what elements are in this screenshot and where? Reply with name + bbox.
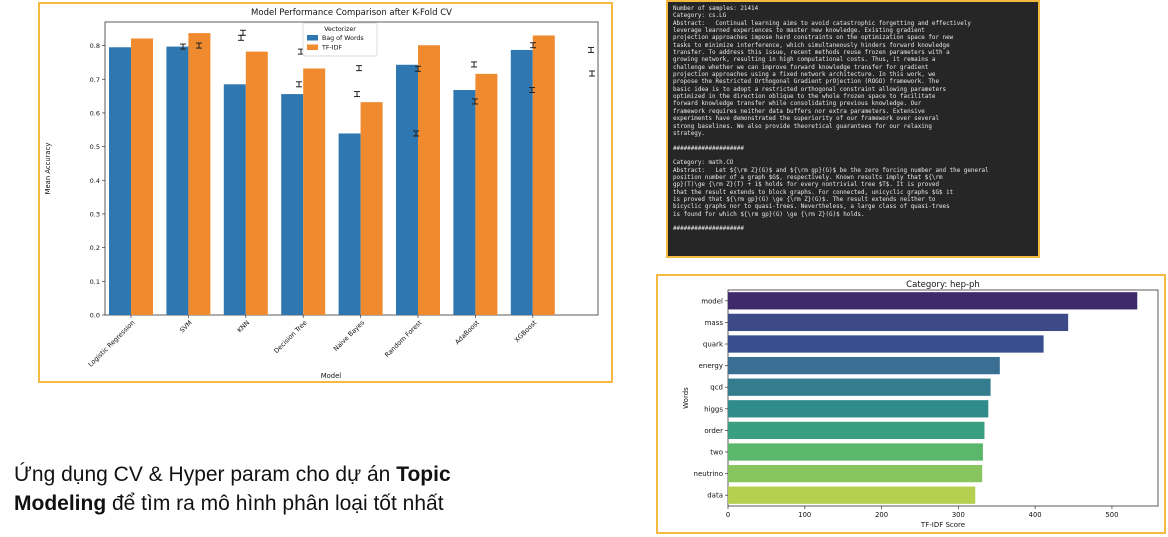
caption-line1-prefix: Ứng dụng CV & Hyper param cho dự án [14, 463, 397, 486]
word-bar [728, 292, 1138, 310]
word-label: data [707, 492, 723, 500]
x-tick-label: Random Forest [383, 318, 424, 359]
bar-tf-idf [475, 73, 498, 315]
word-label: qcd [710, 384, 723, 392]
bar-bag-of-words [223, 84, 246, 315]
legend-title: Vectorizer [324, 26, 356, 33]
hep-ph-word-chart-panel: Category: hep-ph model mass quark energy qcd h… [656, 274, 1166, 534]
y-tick-label: 0.6 [90, 109, 100, 117]
word-bar [728, 486, 976, 504]
legend-label: TF-IDF [321, 45, 342, 52]
bar-bag-of-words [109, 47, 131, 316]
y-axis-label: Mean Accuracy [44, 143, 52, 195]
x-tick-label: 0 [726, 511, 730, 519]
x-axis-label: TF-IDF Score [920, 521, 965, 529]
word-bar [728, 378, 991, 396]
bar-bag-of-words [166, 46, 189, 316]
word-bar [728, 356, 1000, 375]
x-tick-label: AdaBoost [453, 318, 481, 346]
bar-tf-idf [360, 102, 383, 315]
x-tick-label: 200 [875, 511, 888, 519]
abstract-output-panel: Number of samples: 21414 Category: cs.LG… [666, 0, 1040, 258]
bar-bag-of-words [396, 64, 418, 315]
chart-title: Category: hep-ph [906, 280, 980, 290]
abstract-output-text: Number of samples: 21414 Category: cs.LG… [673, 6, 989, 233]
model-comparison-chart: Model Performance Comparison after K-Fol… [44, 8, 651, 380]
y-tick-label: 0.3 [90, 210, 100, 218]
bar-bag-of-words [281, 94, 304, 316]
y-tick-label: 0.1 [90, 278, 100, 286]
bar-bag-of-words [453, 90, 476, 316]
bar-tf-idf [188, 33, 211, 315]
word-bar [728, 313, 1069, 332]
word-bar [728, 443, 983, 461]
y-tick-label: 0.2 [90, 244, 100, 252]
word-bar [728, 335, 1044, 353]
word-bar [728, 421, 985, 440]
word-label: two [710, 449, 723, 457]
x-tick-label: Decision Tree [272, 319, 308, 355]
y-tick-label: 0.0 [90, 312, 100, 320]
x-tick-label: KNN [236, 319, 252, 335]
word-label: energy [699, 362, 723, 370]
x-tick-label: 400 [1029, 511, 1042, 519]
plot-frame [727, 289, 1159, 507]
legend-label: Bag of Words [322, 35, 364, 42]
bar-tf-idf [418, 45, 440, 316]
x-tick-label: SVM [178, 319, 194, 335]
bar-bag-of-words [510, 49, 533, 315]
slide-caption: Ứng dụng CV & Hyper param cho dự án Topi… [14, 460, 574, 518]
word-label: quark [703, 341, 724, 349]
legend-swatch [307, 44, 318, 50]
y-axis-label: Words [682, 387, 690, 409]
word-label: higgs [704, 405, 723, 413]
x-axis-label: Model [321, 372, 342, 380]
y-tick-label: 0.7 [90, 76, 100, 84]
x-tick-label: Logistic Regression [87, 319, 137, 369]
x-tick-label: 100 [798, 511, 811, 519]
y-tick-label: 0.5 [90, 143, 100, 151]
bar-tf-idf [532, 35, 555, 316]
x-tick-label: 500 [1105, 511, 1118, 519]
legend-swatch [307, 35, 318, 41]
x-tick-label: XGBoost [513, 318, 539, 344]
chart-title: Model Performance Comparison after K-Fol… [251, 8, 452, 18]
caption-bold-topic: Topic [396, 463, 451, 486]
legend-box [302, 22, 378, 57]
bar-tf-idf [245, 51, 268, 315]
word-label: model [701, 297, 723, 305]
hep-ph-word-chart: Category: hep-ph model mass quark energy qcd h… [682, 280, 1159, 529]
word-label: mass [705, 319, 724, 327]
word-label: neutrino [694, 470, 723, 478]
model-comparison-chart-panel: Model Performance Comparison after K-Fol… [38, 2, 651, 383]
y-tick-label: 0.4 [90, 177, 100, 185]
y-tick-label: 0.8 [90, 42, 100, 50]
bar-tf-idf [303, 68, 326, 315]
word-bar [728, 400, 989, 418]
x-tick-label: Naive Bayes [332, 318, 367, 353]
caption-line2-suffix: để tìm ra mô hình phân loại tốt nhất [106, 492, 444, 515]
bar-tf-idf [131, 38, 153, 316]
word-bar [728, 464, 983, 483]
caption-bold-modeling: Modeling [14, 492, 107, 515]
x-tick-label: 300 [952, 511, 965, 519]
word-label: order [704, 427, 723, 435]
bar-bag-of-words [338, 133, 361, 315]
